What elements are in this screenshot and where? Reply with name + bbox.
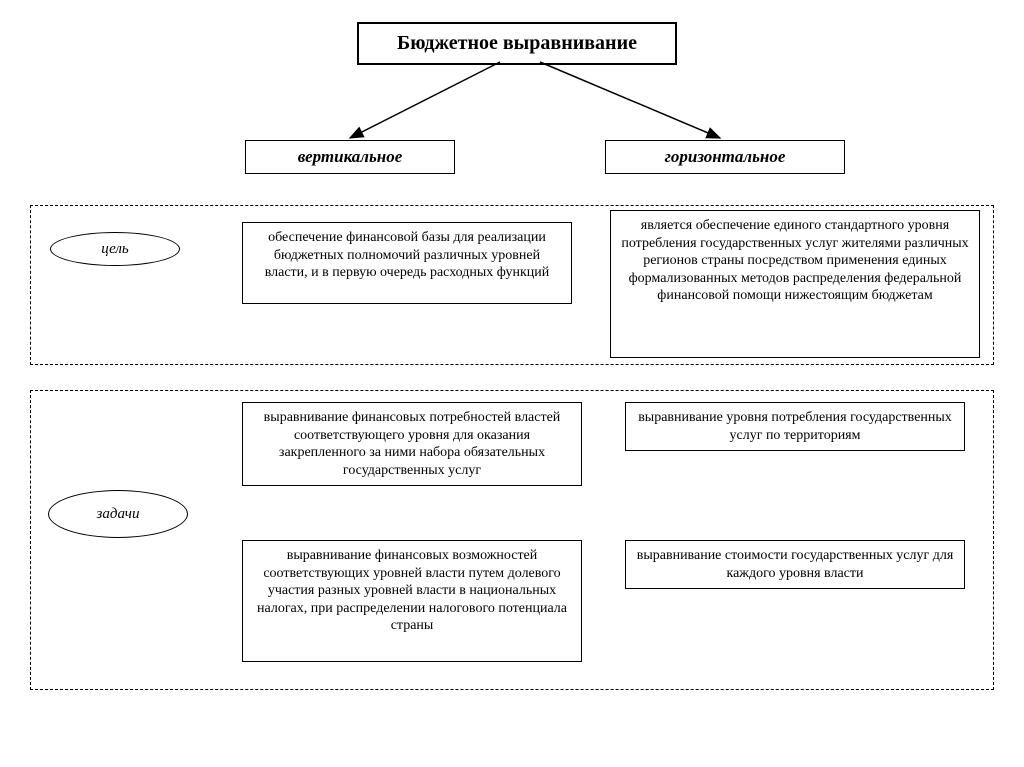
branch-vertical: вертикальное — [245, 140, 455, 174]
branch-horizontal: горизонтальное — [605, 140, 845, 174]
goal-horizontal-box: является обеспечение единого стандартног… — [610, 210, 980, 358]
tasks-vertical-box-1: выравнивание финансовых потребностей вла… — [242, 402, 582, 486]
goal-vertical-box: обеспечение финансовой базы для реа­лиза… — [242, 222, 572, 304]
tasks-horizontal-box-1: выравнивание уровня потребления госу­дар… — [625, 402, 965, 451]
label-tasks-text: задачи — [97, 506, 140, 523]
tasks-horizontal-box-2: выравнивание стоимости государствен­ных … — [625, 540, 965, 589]
label-goal: цель — [50, 232, 180, 266]
label-goal-text: цель — [101, 241, 129, 258]
arrow-left — [350, 62, 500, 138]
label-tasks: задачи — [48, 490, 188, 538]
root-node: Бюджетное выравнивание — [357, 22, 677, 65]
tasks-vertical-box-2: выравнивание финансовых возможно­стей со… — [242, 540, 582, 662]
arrow-right — [540, 62, 720, 138]
